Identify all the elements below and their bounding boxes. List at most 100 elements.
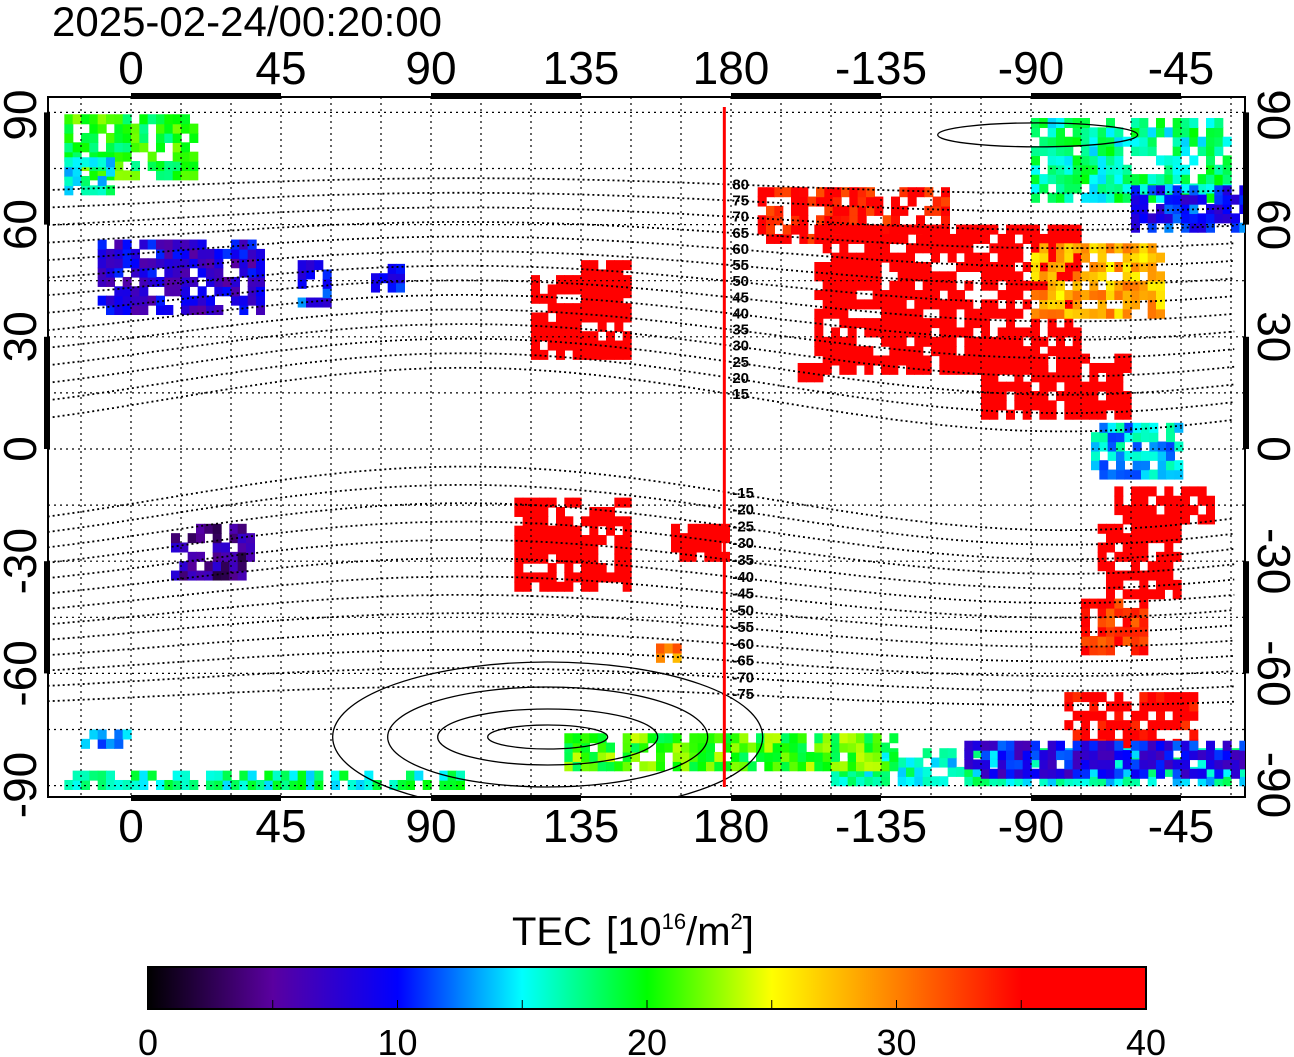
tec-cell [1122, 271, 1132, 282]
tec-cell [814, 733, 824, 744]
tec-cell [1031, 353, 1040, 364]
tec-cell [1089, 645, 1099, 656]
tec-cell [704, 542, 714, 553]
tec-cell [1181, 146, 1190, 157]
tec-cell [939, 280, 949, 291]
tec-cell [1181, 174, 1190, 185]
tec-cell [622, 563, 632, 574]
tec-cell [212, 570, 222, 581]
tec-cell [939, 748, 949, 759]
tec-cell [1131, 290, 1140, 301]
tec-cell [814, 346, 824, 357]
tec-cell [581, 553, 590, 564]
tec-cell [1022, 409, 1032, 420]
tec-cell [131, 286, 140, 297]
tec-cell [1106, 598, 1115, 609]
tec-cell [1106, 372, 1115, 383]
tec-cell [1181, 204, 1190, 215]
tec-cell [1107, 432, 1117, 443]
tec-cell [556, 340, 565, 351]
tec-cell [797, 372, 807, 383]
tec-cell [1139, 551, 1149, 562]
magnetic-latitude-labels: 8075706560555045403530252015-15-20-25-30… [732, 176, 754, 703]
tec-cell [1164, 766, 1174, 777]
tec-cell [1106, 636, 1115, 646]
tec-cell [997, 353, 1007, 364]
tec-cell [122, 114, 132, 125]
tec-cell [914, 766, 924, 777]
tec-cell [864, 776, 874, 787]
tec-cell [1131, 570, 1140, 581]
tec-cell [672, 643, 682, 654]
tec-cell [1197, 486, 1207, 497]
tec-cell [1106, 400, 1115, 411]
tec-cell [406, 779, 415, 790]
tec-cell [246, 551, 255, 562]
frame-tick-bar [431, 93, 581, 99]
tec-cell [1039, 233, 1049, 244]
tec-cell [1239, 750, 1245, 761]
tec-cell [1206, 514, 1215, 525]
tec-cell [981, 409, 990, 420]
tec-cell [874, 205, 884, 216]
tec-cell [1222, 766, 1232, 777]
tec-cell [907, 187, 917, 198]
grid-lines [48, 97, 1245, 797]
tec-cell [931, 290, 940, 301]
tec-cell [964, 364, 974, 375]
tec-cell [172, 770, 182, 781]
left-lat-label: -90 [0, 752, 46, 818]
right-lat-label: 60 [1248, 199, 1294, 250]
tec-cell [872, 243, 882, 254]
tec-cell [1181, 720, 1190, 731]
frame-tick-bar [731, 795, 881, 801]
tec-cell [122, 239, 132, 250]
tec-cell [1047, 318, 1057, 329]
tec-cell [1114, 290, 1124, 301]
tec-cell [264, 779, 274, 790]
tec-cell [139, 258, 149, 269]
tec-cell [656, 742, 665, 753]
tec-cell [866, 187, 875, 198]
tec-cell [1056, 776, 1065, 787]
tec-cell [1097, 551, 1107, 562]
tec-cell [964, 346, 974, 357]
tec-cell [906, 280, 915, 291]
tec-cell [97, 248, 107, 259]
tec-cell [106, 305, 115, 316]
tec-cell [1222, 174, 1232, 185]
tec-cell [1014, 362, 1024, 373]
tec-cell [1081, 164, 1090, 175]
tec-cell [1107, 450, 1117, 461]
tec-cell [774, 233, 784, 244]
tec-cell [831, 751, 840, 762]
tec-cell [1039, 409, 1049, 420]
tec-cell [1122, 766, 1132, 777]
tec-cell [1174, 469, 1184, 480]
tec-cell [897, 262, 907, 272]
tec-cell [822, 742, 832, 753]
tec-cell [1147, 720, 1157, 731]
tec-cell [1139, 645, 1149, 656]
tec-cell [89, 185, 99, 196]
tec-cell [131, 305, 140, 316]
tec-cell [1122, 626, 1132, 637]
tec-cell [1156, 280, 1165, 291]
tec-cell [1197, 174, 1207, 185]
tec-cell [189, 295, 199, 306]
tec-cell [1022, 400, 1032, 411]
tec-cell [114, 161, 124, 172]
tec-cell [906, 776, 915, 787]
tec-cell [97, 185, 107, 196]
tec-cell [1064, 243, 1074, 254]
tec-cell [1172, 701, 1182, 712]
tec-cell [931, 346, 940, 357]
tec-cell [214, 779, 224, 790]
tec-cell [514, 572, 524, 583]
mlat-contour [48, 520, 1235, 575]
tec-cell [1172, 523, 1182, 534]
tec-cell [1064, 776, 1074, 787]
tec-cell [1139, 514, 1149, 525]
tec-cell [1047, 400, 1057, 411]
tec-cell [1089, 372, 1099, 383]
